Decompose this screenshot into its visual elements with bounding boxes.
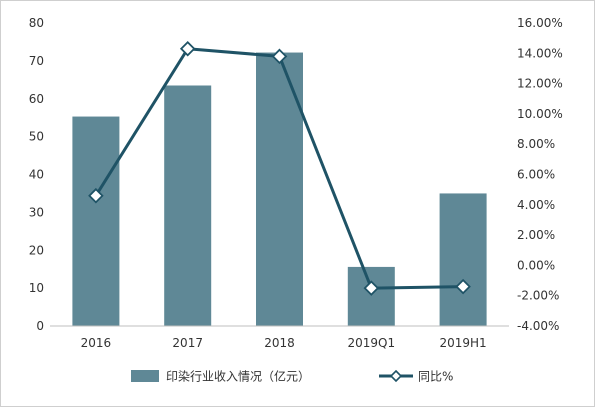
left-axis-tick-label: 20 [29,243,44,257]
yoy-point-2016 [88,187,104,204]
legend-line-label: 同比% [418,370,453,384]
legend-bar-swatch [131,370,159,382]
bar-2019H1 [439,193,487,326]
category-label-2016: 2016 [81,336,112,350]
right-axis-tick-label: 14.00% [517,46,563,60]
yoy-point-2017 [179,40,196,57]
left-axis: 0 10 20 30 40 50 60 70 80 [29,16,44,333]
right-axis-tick-label: 4.00% [517,198,555,212]
right-axis-tick-label: -4.00% [517,319,559,333]
left-axis-tick-label: 50 [29,130,44,144]
bar-2018 [256,52,303,326]
left-axis-tick-label: 70 [29,54,44,68]
category-label-2017: 2017 [172,336,203,350]
legend-bar-label: 印染行业收入情况（亿元） [166,369,310,384]
right-axis-tick-label: 12.00% [517,77,563,91]
line-series [88,40,471,296]
right-axis-tick-label: 10.00% [517,107,563,121]
left-axis-tick-label: 10 [29,281,44,295]
left-axis-tick-label: 30 [29,205,44,219]
right-axis-tick-label: -2.00% [517,289,559,303]
category-label-2018: 2018 [264,336,295,350]
yoy-point-2018 [271,48,288,65]
right-axis-tick-label: 16.00% [517,16,563,30]
right-axis: -4.00% -2.00% 0.00% 2.00% 4.00% 6.00% 8.00% 10.… [517,16,563,333]
legend: 印染行业收入情况（亿元） 同比% [131,369,453,384]
category-label-2019H1: 2019H1 [439,336,486,350]
legend-line-marker [389,369,403,383]
yoy-point-2019Q1 [363,280,380,296]
right-axis-tick-label: 8.00% [517,137,555,151]
left-axis-tick-label: 40 [29,168,44,182]
bar-2016 [72,116,120,327]
category-label-2019Q1: 2019Q1 [347,336,395,350]
left-axis-tick-label: 80 [29,16,44,30]
right-axis-tick-label: 0.00% [517,258,555,272]
right-axis-tick-label: 6.00% [517,168,555,182]
bar-2019Q1 [347,266,395,326]
left-axis-tick-label: 60 [29,92,44,106]
bar-series [72,52,487,327]
category-labels: 2016 2017 2018 2019Q1 2019H1 [81,336,487,350]
right-axis-tick-label: 2.00% [517,228,555,242]
yoy-point-2019H1 [455,278,471,295]
left-axis-tick-label: 0 [36,319,44,333]
bar-2017 [164,85,212,327]
